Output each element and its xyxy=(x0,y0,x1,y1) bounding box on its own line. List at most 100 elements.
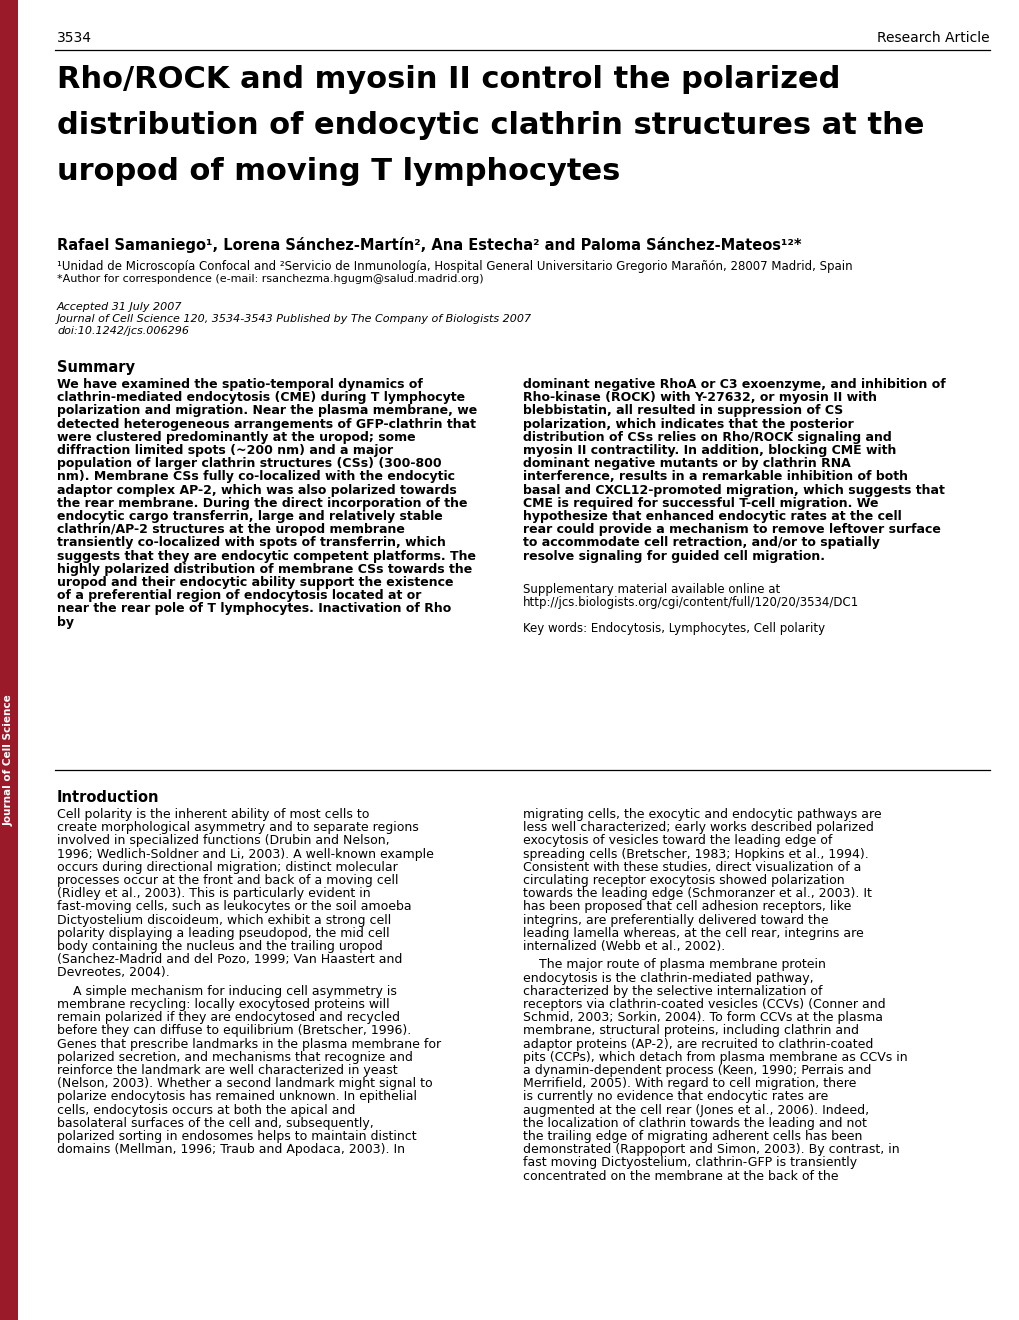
Text: remain polarized if they are endocytosed and recycled: remain polarized if they are endocytosed… xyxy=(57,1011,399,1024)
Text: integrins, are preferentially delivered toward the: integrins, are preferentially delivered … xyxy=(523,913,827,927)
Text: Devreotes, 2004).: Devreotes, 2004). xyxy=(57,966,169,979)
Text: fast-moving cells, such as leukocytes or the soil amoeba: fast-moving cells, such as leukocytes or… xyxy=(57,900,412,913)
Text: polarize endocytosis has remained unknown. In epithelial: polarize endocytosis has remained unknow… xyxy=(57,1090,417,1104)
Text: endocytosis is the clathrin-mediated pathway,: endocytosis is the clathrin-mediated pat… xyxy=(523,972,813,985)
Text: less well characterized; early works described polarized: less well characterized; early works des… xyxy=(523,821,873,834)
Text: distribution of CSs relies on Rho/ROCK signaling and: distribution of CSs relies on Rho/ROCK s… xyxy=(523,430,891,444)
Text: clathrin-mediated endocytosis (CME) during T lymphocyte: clathrin-mediated endocytosis (CME) duri… xyxy=(57,391,465,404)
Text: before they can diffuse to equilibrium (Bretscher, 1996).: before they can diffuse to equilibrium (… xyxy=(57,1024,411,1038)
Text: polarized sorting in endosomes helps to maintain distinct: polarized sorting in endosomes helps to … xyxy=(57,1130,416,1143)
Text: detected heterogeneous arrangements of GFP-clathrin that: detected heterogeneous arrangements of G… xyxy=(57,417,476,430)
Text: transiently co-localized with spots of transferrin, which: transiently co-localized with spots of t… xyxy=(57,536,445,549)
Text: create morphological asymmetry and to separate regions: create morphological asymmetry and to se… xyxy=(57,821,419,834)
Text: endocytic cargo transferrin, large and relatively stable: endocytic cargo transferrin, large and r… xyxy=(57,510,442,523)
Text: the rear membrane. During the direct incorporation of the: the rear membrane. During the direct inc… xyxy=(57,496,467,510)
Text: Dictyostelium discoideum, which exhibit a strong cell: Dictyostelium discoideum, which exhibit … xyxy=(57,913,391,927)
Text: augmented at the cell rear (Jones et al., 2006). Indeed,: augmented at the cell rear (Jones et al.… xyxy=(523,1104,868,1117)
Text: basolateral surfaces of the cell and, subsequently,: basolateral surfaces of the cell and, su… xyxy=(57,1117,373,1130)
Text: (Ridley et al., 2003). This is particularly evident in: (Ridley et al., 2003). This is particula… xyxy=(57,887,370,900)
Text: (Nelson, 2003). Whether a second landmark might signal to: (Nelson, 2003). Whether a second landmar… xyxy=(57,1077,432,1090)
Text: Consistent with these studies, direct visualization of a: Consistent with these studies, direct vi… xyxy=(523,861,860,874)
Text: Journal of Cell Science 120, 3534-3543 Published by The Company of Biologists 20: Journal of Cell Science 120, 3534-3543 P… xyxy=(57,314,532,323)
Text: leading lamella whereas, at the cell rear, integrins are: leading lamella whereas, at the cell rea… xyxy=(523,927,863,940)
Text: demonstrated (Rappoport and Simon, 2003). By contrast, in: demonstrated (Rappoport and Simon, 2003)… xyxy=(523,1143,899,1156)
Text: to accommodate cell retraction, and/or to spatially: to accommodate cell retraction, and/or t… xyxy=(523,536,879,549)
Text: processes occur at the front and back of a moving cell: processes occur at the front and back of… xyxy=(57,874,398,887)
Text: uropod and their endocytic ability support the existence: uropod and their endocytic ability suppo… xyxy=(57,576,453,589)
Text: exocytosis of vesicles toward the leading edge of: exocytosis of vesicles toward the leadin… xyxy=(523,834,832,847)
Text: Rafael Samaniego¹, Lorena Sánchez-Martín², Ana Estecha² and Paloma Sánchez-Mateo: Rafael Samaniego¹, Lorena Sánchez-Martín… xyxy=(57,238,801,253)
Text: A simple mechanism for inducing cell asymmetry is: A simple mechanism for inducing cell asy… xyxy=(57,985,396,998)
Text: near the rear pole of T lymphocytes. Inactivation of Rho: near the rear pole of T lymphocytes. Ina… xyxy=(57,602,450,615)
Text: (Sanchez-Madrid and del Pozo, 1999; Van Haastert and: (Sanchez-Madrid and del Pozo, 1999; Van … xyxy=(57,953,401,966)
Text: Cell polarity is the inherent ability of most cells to: Cell polarity is the inherent ability of… xyxy=(57,808,369,821)
Text: migrating cells, the exocytic and endocytic pathways are: migrating cells, the exocytic and endocy… xyxy=(523,808,880,821)
Text: resolve signaling for guided cell migration.: resolve signaling for guided cell migrat… xyxy=(523,549,824,562)
Text: rear could provide a mechanism to remove leftover surface: rear could provide a mechanism to remove… xyxy=(523,523,940,536)
Text: concentrated on the membrane at the back of the: concentrated on the membrane at the back… xyxy=(523,1170,838,1183)
Text: domains (Mellman, 1996; Traub and Apodaca, 2003). In: domains (Mellman, 1996; Traub and Apodac… xyxy=(57,1143,405,1156)
Text: Summary: Summary xyxy=(57,360,135,375)
Text: membrane recycling: locally exocytosed proteins will: membrane recycling: locally exocytosed p… xyxy=(57,998,389,1011)
Text: highly polarized distribution of membrane CSs towards the: highly polarized distribution of membran… xyxy=(57,562,472,576)
Text: is currently no evidence that endocytic rates are: is currently no evidence that endocytic … xyxy=(523,1090,827,1104)
Text: diffraction limited spots (~200 nm) and a major: diffraction limited spots (~200 nm) and … xyxy=(57,444,392,457)
Text: ¹Unidad de Microscopía Confocal and ²Servicio de Inmunología, Hospital General U: ¹Unidad de Microscopía Confocal and ²Ser… xyxy=(57,260,852,273)
Text: polarity displaying a leading pseudopod, the mid cell: polarity displaying a leading pseudopod,… xyxy=(57,927,389,940)
Text: nm). Membrane CSs fully co-localized with the endocytic: nm). Membrane CSs fully co-localized wit… xyxy=(57,470,454,483)
Text: distribution of endocytic clathrin structures at the: distribution of endocytic clathrin struc… xyxy=(57,111,923,140)
Text: 1996; Wedlich-Soldner and Li, 2003). A well-known example: 1996; Wedlich-Soldner and Li, 2003). A w… xyxy=(57,847,433,861)
Text: dominant negative RhoA or C3 exoenzyme, and inhibition of: dominant negative RhoA or C3 exoenzyme, … xyxy=(523,378,945,391)
Text: hypothesize that enhanced endocytic rates at the cell: hypothesize that enhanced endocytic rate… xyxy=(523,510,901,523)
Text: receptors via clathrin-coated vesicles (CCVs) (Conner and: receptors via clathrin-coated vesicles (… xyxy=(523,998,884,1011)
Text: polarization and migration. Near the plasma membrane, we: polarization and migration. Near the pla… xyxy=(57,404,477,417)
Text: adaptor complex AP-2, which was also polarized towards: adaptor complex AP-2, which was also pol… xyxy=(57,483,457,496)
Text: doi:10.1242/jcs.006296: doi:10.1242/jcs.006296 xyxy=(57,326,189,337)
Text: Key words: Endocytosis, Lymphocytes, Cell polarity: Key words: Endocytosis, Lymphocytes, Cel… xyxy=(523,622,824,635)
Text: *Author for correspondence (e-mail: rsanchezma.hgugm@salud.madrid.org): *Author for correspondence (e-mail: rsan… xyxy=(57,275,483,284)
Text: adaptor proteins (AP-2), are recruited to clathrin-coated: adaptor proteins (AP-2), are recruited t… xyxy=(523,1038,872,1051)
Text: dominant negative mutants or by clathrin RNA: dominant negative mutants or by clathrin… xyxy=(523,457,850,470)
Text: suggests that they are endocytic competent platforms. The: suggests that they are endocytic compete… xyxy=(57,549,476,562)
Text: clathrin/AP-2 structures at the uropod membrane: clathrin/AP-2 structures at the uropod m… xyxy=(57,523,405,536)
Text: body containing the nucleus and the trailing uropod: body containing the nucleus and the trai… xyxy=(57,940,382,953)
Text: were clustered predominantly at the uropod; some: were clustered predominantly at the urop… xyxy=(57,430,415,444)
Text: Merrifield, 2005). With regard to cell migration, there: Merrifield, 2005). With regard to cell m… xyxy=(523,1077,856,1090)
Text: internalized (Webb et al., 2002).: internalized (Webb et al., 2002). xyxy=(523,940,725,953)
Text: The major route of plasma membrane protein: The major route of plasma membrane prote… xyxy=(523,958,825,972)
Text: polarization, which indicates that the posterior: polarization, which indicates that the p… xyxy=(523,417,853,430)
Text: Rho/ROCK and myosin II control the polarized: Rho/ROCK and myosin II control the polar… xyxy=(57,65,840,94)
Text: basal and CXCL12-promoted migration, which suggests that: basal and CXCL12-promoted migration, whi… xyxy=(523,483,944,496)
Bar xyxy=(0,0,18,1320)
Text: spreading cells (Bretscher, 1983; Hopkins et al., 1994).: spreading cells (Bretscher, 1983; Hopkin… xyxy=(523,847,868,861)
Text: CME is required for successful T-cell migration. We: CME is required for successful T-cell mi… xyxy=(523,496,877,510)
Text: membrane, structural proteins, including clathrin and: membrane, structural proteins, including… xyxy=(523,1024,858,1038)
Text: towards the leading edge (Schmoranzer et al., 2003). It: towards the leading edge (Schmoranzer et… xyxy=(523,887,871,900)
Text: interference, results in a remarkable inhibition of both: interference, results in a remarkable in… xyxy=(523,470,907,483)
Text: uropod of moving T lymphocytes: uropod of moving T lymphocytes xyxy=(57,157,620,186)
Text: 3534: 3534 xyxy=(57,30,92,45)
Text: the localization of clathrin towards the leading and not: the localization of clathrin towards the… xyxy=(523,1117,866,1130)
Text: Schmid, 2003; Sorkin, 2004). To form CCVs at the plasma: Schmid, 2003; Sorkin, 2004). To form CCV… xyxy=(523,1011,882,1024)
Text: population of larger clathrin structures (CSs) (300-800: population of larger clathrin structures… xyxy=(57,457,441,470)
Text: Rho-kinase (ROCK) with Y-27632, or myosin II with: Rho-kinase (ROCK) with Y-27632, or myosi… xyxy=(523,391,876,404)
Text: involved in specialized functions (Drubin and Nelson,: involved in specialized functions (Drubi… xyxy=(57,834,389,847)
Text: http://jcs.biologists.org/cgi/content/full/120/20/3534/DC1: http://jcs.biologists.org/cgi/content/fu… xyxy=(523,595,858,609)
Text: pits (CCPs), which detach from plasma membrane as CCVs in: pits (CCPs), which detach from plasma me… xyxy=(523,1051,907,1064)
Text: of a preferential region of endocytosis located at or: of a preferential region of endocytosis … xyxy=(57,589,421,602)
Text: Supplementary material available online at: Supplementary material available online … xyxy=(523,582,780,595)
Text: polarized secretion, and mechanisms that recognize and: polarized secretion, and mechanisms that… xyxy=(57,1051,413,1064)
Text: has been proposed that cell adhesion receptors, like: has been proposed that cell adhesion rec… xyxy=(523,900,851,913)
Text: circulating receptor exocytosis showed polarization: circulating receptor exocytosis showed p… xyxy=(523,874,844,887)
Text: reinforce the landmark are well characterized in yeast: reinforce the landmark are well characte… xyxy=(57,1064,397,1077)
Text: Research Article: Research Article xyxy=(876,30,989,45)
Text: fast moving Dictyostelium, clathrin-GFP is transiently: fast moving Dictyostelium, clathrin-GFP … xyxy=(523,1156,856,1170)
Text: blebbistatin, all resulted in suppression of CS: blebbistatin, all resulted in suppressio… xyxy=(523,404,843,417)
Text: the trailing edge of migrating adherent cells has been: the trailing edge of migrating adherent … xyxy=(523,1130,861,1143)
Text: Accepted 31 July 2007: Accepted 31 July 2007 xyxy=(57,302,182,312)
Text: Introduction: Introduction xyxy=(57,789,159,805)
Text: Genes that prescribe landmarks in the plasma membrane for: Genes that prescribe landmarks in the pl… xyxy=(57,1038,440,1051)
Text: by: by xyxy=(57,615,74,628)
Text: We have examined the spatio-temporal dynamics of: We have examined the spatio-temporal dyn… xyxy=(57,378,423,391)
Text: characterized by the selective internalization of: characterized by the selective internali… xyxy=(523,985,821,998)
